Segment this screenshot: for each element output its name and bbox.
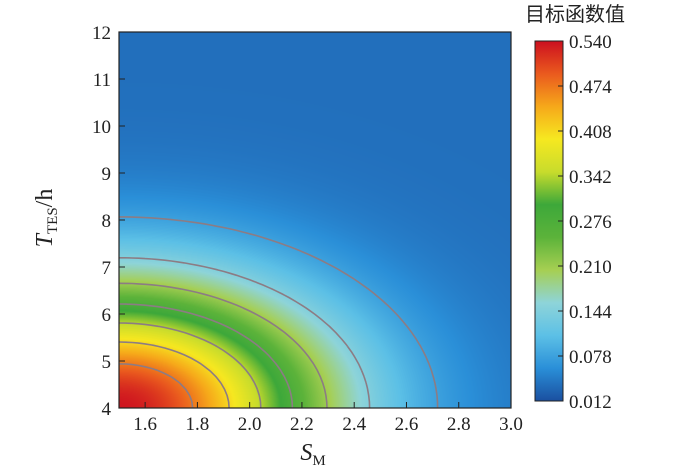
y-tick-label: 12 xyxy=(92,23,111,44)
contour-line xyxy=(118,341,230,409)
x-tick-label: 2.4 xyxy=(342,414,366,435)
colorbar-tick-label: 0.210 xyxy=(569,257,612,278)
colorbar-tick-label: 0.342 xyxy=(569,167,612,188)
contour-line xyxy=(118,303,294,409)
colorbar-tick-label: 0.474 xyxy=(569,77,612,98)
colorbar-tick-label: 0.276 xyxy=(569,212,612,233)
colorbar-tick-label: 0.408 xyxy=(569,122,612,143)
plot-area xyxy=(118,31,512,409)
contour-line xyxy=(118,322,262,409)
y-tick-label: 4 xyxy=(102,399,112,420)
contour-line xyxy=(119,257,371,409)
contour-lines xyxy=(118,216,439,409)
y-tick-label: 9 xyxy=(102,164,112,185)
x-axis: 1.6 1.8 2.0 2.2 2.4 2.6 2.8 3.0 xyxy=(133,402,523,435)
contour-line xyxy=(118,363,194,409)
x-tick-label: 1.8 xyxy=(186,414,210,435)
y-tick-label: 7 xyxy=(102,258,112,279)
contour-line xyxy=(118,282,328,409)
y-tick-label: 6 xyxy=(102,305,112,326)
x-tick-label: 2.0 xyxy=(238,414,262,435)
x-tick-label: 2.2 xyxy=(290,414,314,435)
x-tick-label: 2.6 xyxy=(395,414,419,435)
y-axis: 4 5 6 7 8 9 10 11 12 xyxy=(92,23,125,420)
y-axis-title: TTES/h xyxy=(32,189,61,248)
x-tick-label: 3.0 xyxy=(499,414,523,435)
colorbar-tick-label: 0.144 xyxy=(569,302,612,323)
colorbar-tick-label: 0.078 xyxy=(569,347,612,368)
x-tick-label: 2.8 xyxy=(447,414,471,435)
colorbar-tick-label: 0.012 xyxy=(569,392,612,413)
heatmap-image xyxy=(119,32,511,408)
y-tick-label: 5 xyxy=(102,352,112,373)
y-tick-label: 10 xyxy=(92,117,111,138)
colorbar-tick-label: 0.540 xyxy=(569,32,612,53)
y-tick-label: 11 xyxy=(93,70,111,91)
colorbar-title: 目标函数值 xyxy=(525,2,625,26)
y-tick-label: 8 xyxy=(102,211,112,232)
colorbar: 0.540 0.474 0.408 0.342 0.276 0.210 0.144 0.078… xyxy=(525,2,625,413)
x-tick-label: 1.6 xyxy=(133,414,157,435)
colorbar-ticks: 0.540 0.474 0.408 0.342 0.276 0.210 0.144 0.078… xyxy=(558,32,612,413)
x-axis-title: SM xyxy=(300,440,325,467)
contour-line xyxy=(119,216,439,409)
